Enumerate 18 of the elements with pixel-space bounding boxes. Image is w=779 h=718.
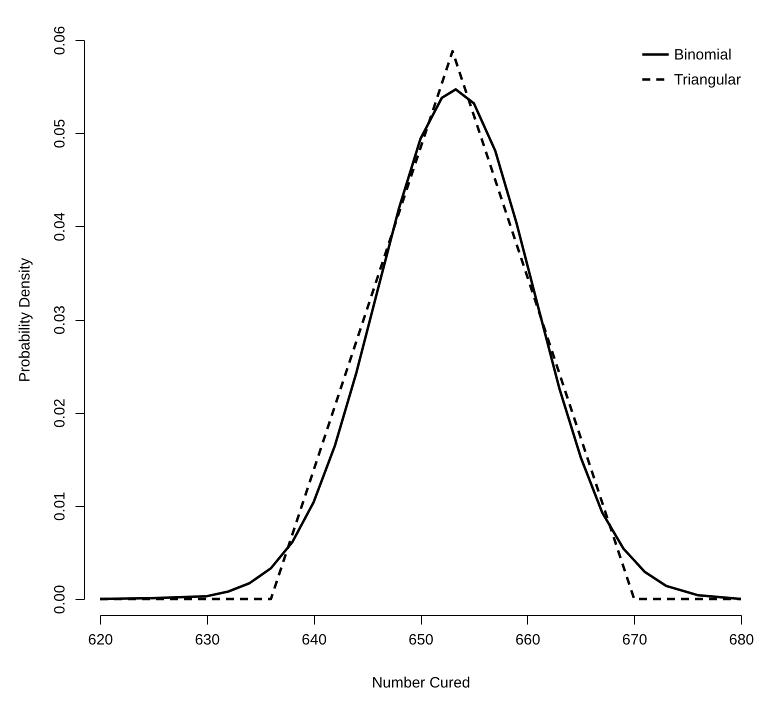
x-tick-label: 670: [622, 632, 648, 648]
y-tick-label: 0.04: [52, 212, 68, 242]
legend-label: Binomial: [674, 46, 732, 64]
x-tick-label: 620: [88, 632, 114, 648]
y-tick-label: 0.03: [52, 305, 68, 335]
y-tick-label: 0.02: [52, 398, 68, 428]
x-tick-label: 640: [302, 632, 327, 648]
legend-label: Triangular: [674, 72, 741, 88]
y-tick-label: 0.01: [52, 492, 68, 521]
y-tick-label: 0.06: [52, 26, 68, 56]
y-axis-title: Probability Density: [16, 257, 34, 382]
x-tick-label: 660: [515, 632, 540, 648]
x-tick-label: 650: [408, 632, 434, 648]
y-tick-label: 0.05: [52, 119, 68, 148]
x-tick-label: 630: [194, 632, 220, 648]
x-axis-title: Number Cured: [372, 674, 470, 692]
x-tick-label: 680: [728, 632, 754, 648]
y-tick-label: 0.00: [52, 584, 68, 614]
